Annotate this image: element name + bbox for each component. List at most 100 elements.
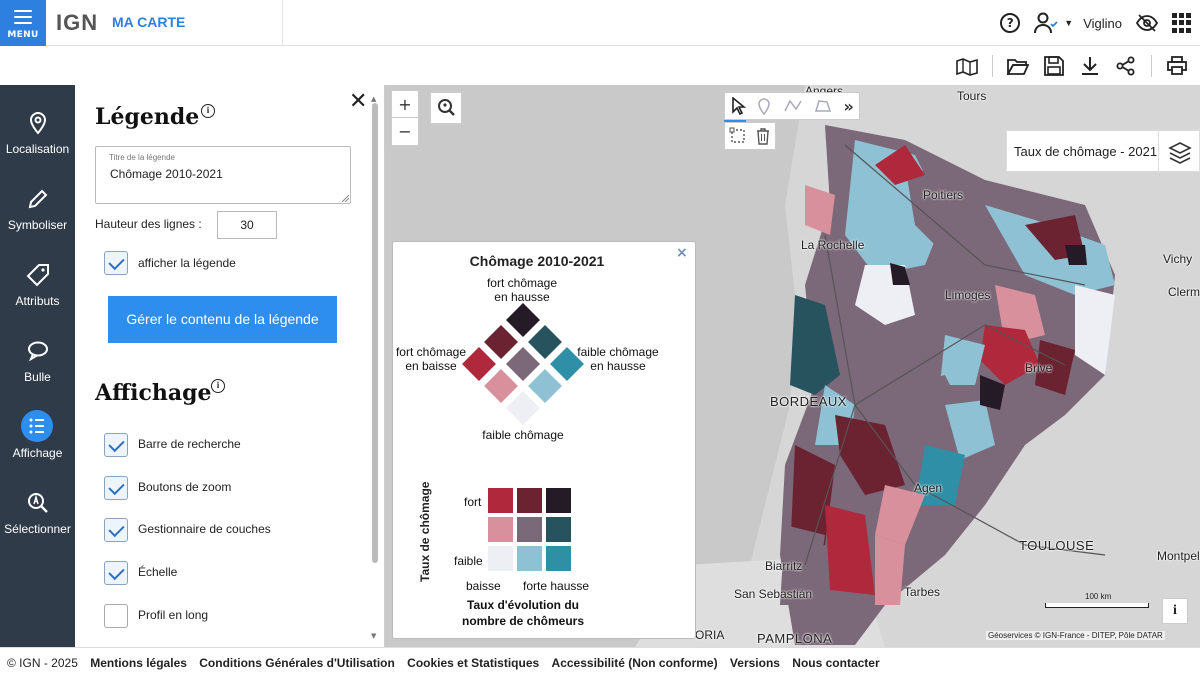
map-view[interactable]: Angers Tours Poitiers La Rochelle Vichy … [385, 85, 1200, 647]
legend-title-label: Titre de la légende [109, 153, 175, 162]
help-icon[interactable]: ? [1000, 13, 1021, 33]
close-icon[interactable]: ✕ [349, 89, 368, 114]
nav-label: Sélectionner [4, 522, 71, 536]
resize-handle-icon[interactable] [342, 195, 349, 202]
place-label: Montpell [1157, 549, 1200, 563]
menu-button[interactable]: MENU [0, 0, 46, 46]
legend-x-low: baisse [466, 579, 501, 593]
footer-link-legal[interactable]: Mentions légales [90, 656, 187, 670]
draw-line-icon[interactable] [783, 97, 803, 115]
diamond-swatch [506, 347, 540, 381]
manage-legend-button[interactable]: Gérer le contenu de la légende [108, 296, 337, 343]
show-legend-checkbox[interactable] [104, 251, 128, 275]
show-legend-label: afficher la légende [138, 256, 236, 270]
nav-symboliser[interactable]: Symboliser [0, 172, 75, 244]
nav-attributs[interactable]: Attributs [0, 248, 75, 320]
footer-link-versions[interactable]: Versions [729, 656, 780, 670]
trash-icon[interactable] [755, 127, 771, 145]
search-bar-checkbox[interactable] [104, 433, 128, 457]
place-label: La Rochelle [801, 238, 865, 252]
scroll-thumb[interactable] [372, 103, 378, 563]
info-icon[interactable]: i [201, 104, 215, 118]
pencil-icon [28, 189, 48, 209]
draw-point-icon[interactable] [756, 97, 772, 115]
layer-manager-checkbox[interactable] [104, 518, 128, 542]
share-icon[interactable] [1115, 55, 1137, 77]
search-location-button[interactable] [430, 92, 462, 124]
nav-label: Symboliser [7, 218, 68, 232]
footer-link-accessibility[interactable]: Accessibilité (Non conforme) [551, 656, 718, 670]
draw-polygon-icon[interactable] [813, 97, 833, 115]
legend-close-button[interactable]: × [676, 245, 688, 261]
apps-grid-icon[interactable] [1172, 13, 1192, 33]
select-box-icon[interactable] [729, 127, 747, 145]
profile-checkbox[interactable] [104, 604, 128, 628]
diamond-swatch [506, 391, 540, 425]
footer-link-cgu[interactable]: Conditions Générales d'Utilisation [199, 656, 395, 670]
toolbar-divider [992, 55, 993, 77]
ign-logo[interactable]: IGN [56, 10, 99, 35]
speech-bubble-icon [28, 341, 48, 362]
zoom-in-button[interactable]: + [392, 91, 418, 118]
footer-link-contact[interactable]: Nous contacter [792, 656, 880, 670]
legend-left-label-1: fort chômage [395, 345, 467, 359]
place-label: BORDEAUX [770, 394, 847, 409]
footer-link-cookies[interactable]: Cookies et Statistiques [407, 656, 540, 670]
scroll-down-icon[interactable]: ▼ [371, 632, 377, 640]
grid-swatch [546, 517, 571, 542]
legend-y-high: fort [464, 495, 482, 509]
nav-label: Localisation [5, 142, 70, 156]
header-actions: ? ▼ Viglino [1000, 0, 1192, 46]
zoom-buttons-checkbox[interactable] [104, 476, 128, 500]
scale-bar: 100 km [1045, 592, 1149, 608]
pointer-icon[interactable] [730, 97, 747, 115]
tag-icon [26, 264, 49, 287]
line-height-input[interactable]: 30 [217, 211, 277, 239]
legend-title-field[interactable]: Titre de la légende Chômage 2010-2021 [95, 146, 351, 204]
save-icon[interactable] [1043, 55, 1065, 77]
nav-localisation[interactable]: Localisation [0, 96, 75, 168]
legend-title-value: Chômage 2010-2021 [110, 167, 223, 181]
open-folder-icon[interactable] [1007, 55, 1029, 77]
info-icon[interactable]: i [211, 379, 225, 393]
legend-x-high: forte hausse [523, 579, 590, 593]
footer: © IGN - 2025 Mentions légales Conditions… [0, 647, 1200, 675]
app-title: MA CARTE [112, 14, 186, 30]
layer-switcher[interactable]: Taux de chômage - 2021 [1006, 130, 1200, 173]
scroll-up-icon[interactable]: ▲ [371, 95, 377, 103]
layer-name: Taux de chômage - 2021 [1014, 144, 1158, 159]
nav-bulle[interactable]: Bulle [0, 324, 75, 396]
download-icon[interactable] [1079, 55, 1101, 77]
place-label: Poitiers [923, 188, 964, 202]
map-info-button[interactable]: i [1162, 598, 1188, 624]
nav-label: Attributs [15, 294, 60, 308]
toolbar [0, 47, 1200, 85]
nav-label: Bulle [24, 370, 51, 384]
print-icon[interactable] [1166, 55, 1188, 77]
place-label: Biarritz [765, 559, 803, 573]
nav-selectionner[interactable]: Sélectionner [0, 476, 75, 548]
menu-label: MENU [7, 30, 39, 40]
layers-icon[interactable] [1168, 141, 1192, 165]
zoom-out-button[interactable]: − [398, 122, 412, 141]
panel-scrollbar[interactable]: ▲ ▼ [371, 95, 379, 640]
username: Viglino [1083, 15, 1122, 31]
more-tools-icon[interactable]: » [843, 96, 854, 116]
place-label: Vichy [1163, 252, 1193, 266]
eye-off-icon[interactable] [1136, 14, 1158, 32]
map-catalog-icon[interactable] [956, 55, 978, 77]
nav-affichage[interactable]: Affichage [0, 400, 75, 472]
legend-popup: Chômage 2010-2021 × fort chômage en haus… [392, 241, 696, 639]
legend-left-label-2: en baisse [405, 359, 457, 373]
scale-checkbox[interactable] [104, 561, 128, 585]
copyright: © IGN - 2025 [7, 656, 78, 670]
legend-bottom-label: faible chômage [482, 428, 564, 442]
header-divider [282, 0, 283, 46]
legend-right-label-2: en hausse [590, 359, 646, 373]
left-navigation: Localisation Symboliser Attributs Bulle … [0, 85, 75, 647]
legend-heading: Légende [95, 104, 200, 130]
legend-y-axis-title: Taux de chômage [418, 481, 432, 582]
user-menu[interactable]: ▼ Viglino [1034, 12, 1122, 34]
layer-manager-label: Gestionnaire de couches [138, 522, 271, 536]
draw-toolbar-secondary [724, 122, 776, 150]
